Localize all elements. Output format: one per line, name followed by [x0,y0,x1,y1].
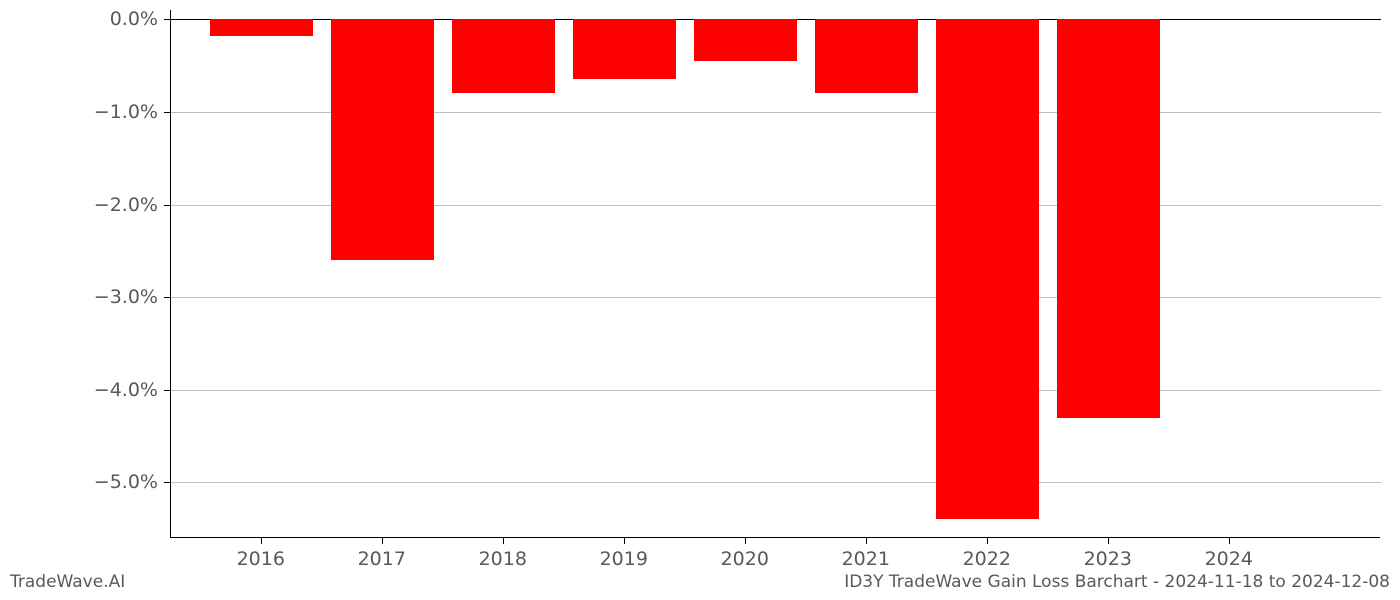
x-tick [866,538,867,544]
bar [573,19,676,79]
y-tick [164,205,170,206]
x-tick-label: 2019 [600,548,648,570]
x-tick [987,538,988,544]
y-tick-label: −1.0% [94,101,158,123]
x-tick [261,538,262,544]
x-tick-label: 2021 [842,548,890,570]
x-tick-label: 2016 [237,548,285,570]
bar [936,19,1039,519]
x-tick [1108,538,1109,544]
y-tick [164,297,170,298]
y-tick-label: 0.0% [110,8,158,30]
bar [694,19,797,61]
x-tick-label: 2018 [479,548,527,570]
bar [210,19,313,36]
plot-area [170,10,1380,538]
gain-loss-barchart: 0.0% −1.0% −2.0% −3.0% −4.0% −5.0% 2016 2017 201… [0,0,1400,600]
y-tick [164,482,170,483]
x-tick-label: 2017 [358,548,406,570]
x-tick [503,538,504,544]
x-tick-label: 2024 [1205,548,1253,570]
bar [1057,19,1160,417]
grid-line [171,297,1381,298]
bar [452,19,555,93]
x-tick [1229,538,1230,544]
grid-line [171,482,1381,483]
x-tick [745,538,746,544]
x-tick-label: 2023 [1084,548,1132,570]
grid-line [171,390,1381,391]
y-tick-label: −2.0% [94,194,158,216]
y-tick [164,390,170,391]
x-tick [382,538,383,544]
x-tick-label: 2022 [963,548,1011,570]
bar [815,19,918,93]
x-tick-label: 2020 [721,548,769,570]
y-tick [164,19,170,20]
x-tick [624,538,625,544]
y-tick-label: −4.0% [94,379,158,401]
y-tick-label: −3.0% [94,286,158,308]
footer-credit-right: ID3Y TradeWave Gain Loss Barchart - 2024… [844,572,1390,592]
bar [331,19,434,260]
y-tick [164,112,170,113]
y-tick-label: −5.0% [94,471,158,493]
footer-credit-left: TradeWave.AI [10,572,125,592]
